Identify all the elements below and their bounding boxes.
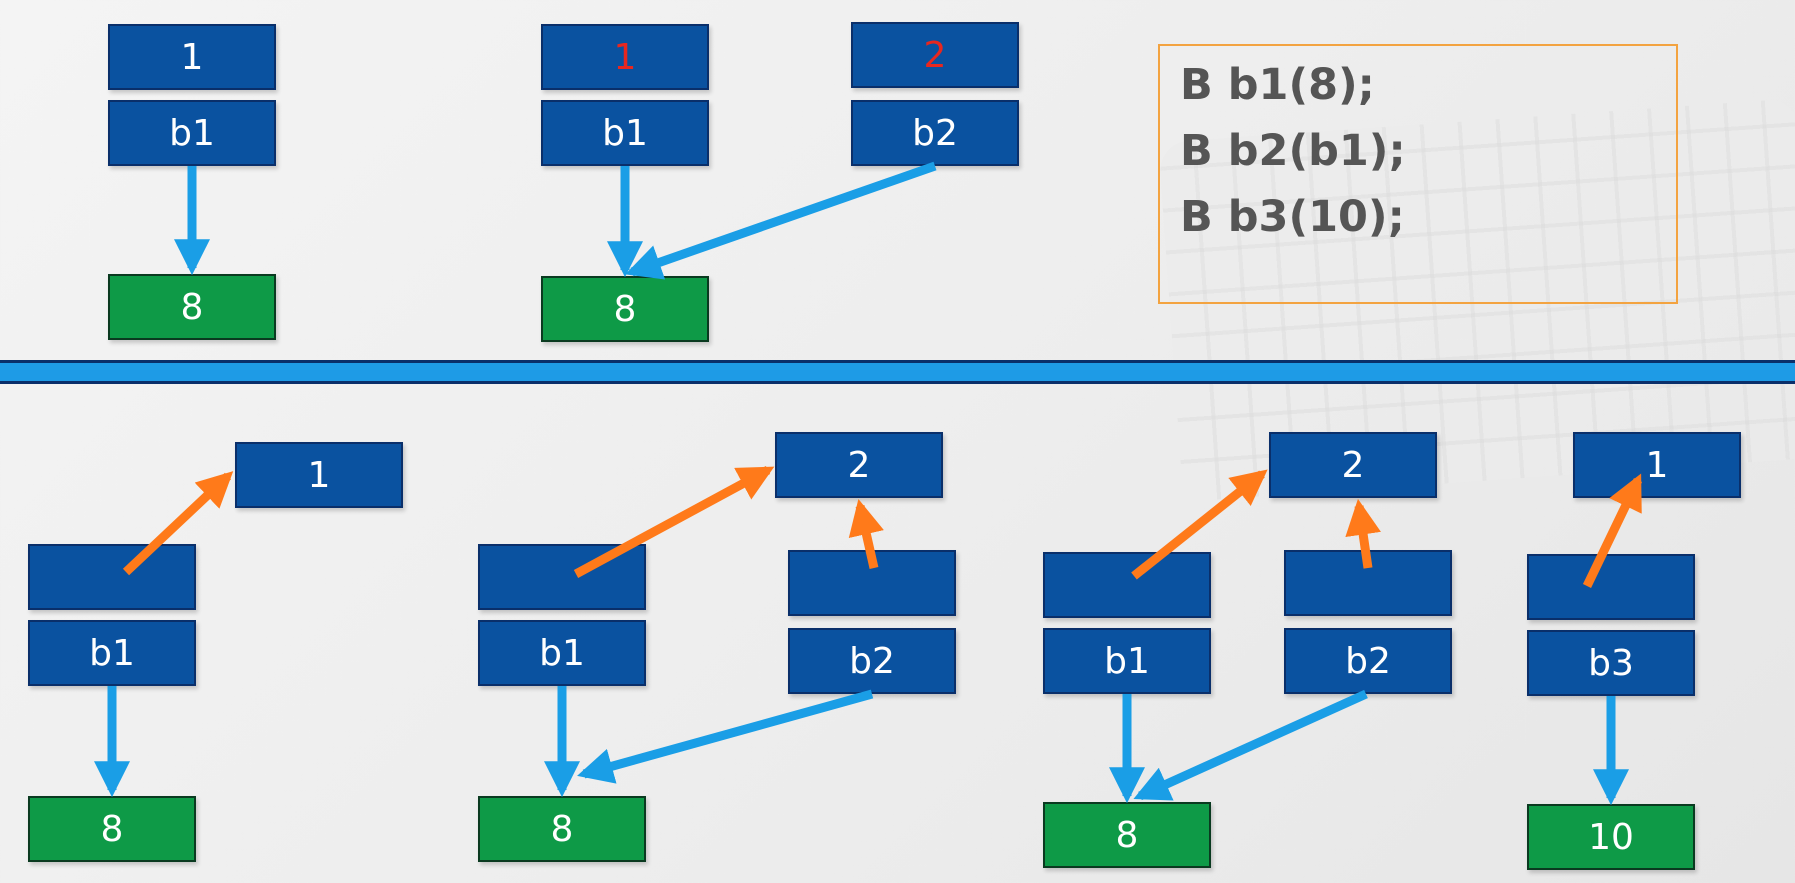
bot-d3-pointer-arrow-2 [1133,689,1368,801]
bot-d3-count-arrow-2 [1345,498,1381,569]
bot-d3-count-box: 2 [1269,432,1437,498]
bot-d3-ptr-box-1 [1043,552,1211,618]
code-line-1: B b1(8); [1180,60,1375,110]
bot-d1-ptr-box [28,544,196,610]
bot-d1-value-box: 8 [28,796,196,862]
bot-d4-ptr-box [1527,554,1695,620]
bot-d2-pointer-arrow-2 [577,689,874,784]
bot-d4-name-box: b3 [1527,630,1695,696]
code-line-3: B b3(10); [1180,192,1405,242]
top-d2-count-box-2: 2 [851,22,1019,88]
code-snippet: B b1(8); B b2(b1); B b3(10); [1158,44,1678,304]
top-d2-pointer-arrow-2 [625,161,937,280]
code-line-2: B b2(b1); [1180,126,1406,176]
bot-d1-count-box: 1 [235,442,403,508]
top-d1-value-box: 8 [108,274,276,340]
bot-d2-name-box-2: b2 [788,628,956,694]
section-divider [0,360,1795,384]
top-d2-count-box-1: 1 [541,24,709,90]
bot-d3-name-box-2: b2 [1284,628,1452,694]
bot-d1-count-arrow [122,471,234,576]
bot-d4-value-box: 10 [1527,804,1695,870]
bot-d2-count-arrow-2 [848,498,884,569]
bot-d2-name-box-1: b1 [478,620,646,686]
bot-d3-count-arrow-1 [1131,469,1268,580]
top-d1-name-box: b1 [108,100,276,166]
bot-d1-name-box: b1 [28,620,196,686]
bot-d4-count-arrow [1582,473,1643,588]
bot-d2-value-box: 8 [478,796,646,862]
top-d1-count-box: 1 [108,24,276,90]
bot-d2-count-arrow-1 [573,466,775,578]
bot-d2-count-box: 2 [775,432,943,498]
bot-d3-name-box-1: b1 [1043,628,1211,694]
top-d2-name-box-2: b2 [851,100,1019,166]
top-d2-name-box-1: b1 [541,100,709,166]
bot-d4-count-box: 1 [1573,432,1741,498]
